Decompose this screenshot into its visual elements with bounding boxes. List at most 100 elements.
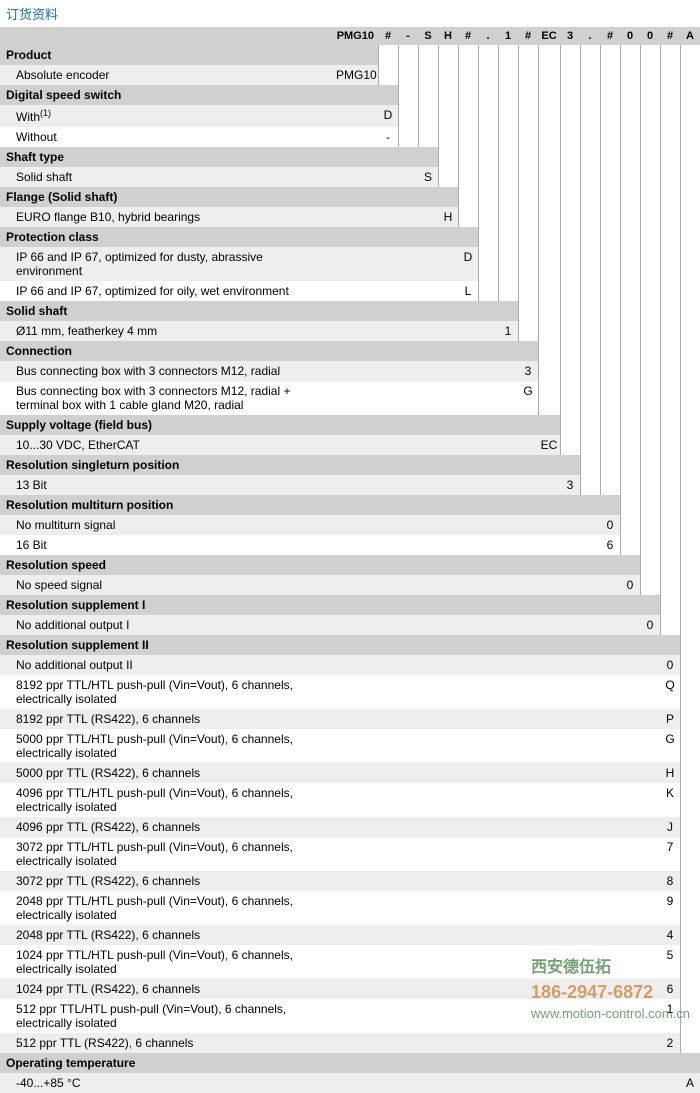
spacer-cell [458,837,478,871]
option-code: 0 [640,615,660,635]
spacer-cell [498,1073,518,1093]
spacer-cell [478,979,498,999]
spacer-cell [458,361,478,381]
spacer-cell [498,381,518,415]
option-desc: Without [0,127,336,147]
option-code: 0 [620,575,640,595]
spacer-cell [418,945,438,979]
spacer-cell [620,925,640,945]
spacer-cell [580,1073,600,1093]
spacer-cell [378,783,398,817]
spacer-cell [398,675,418,709]
spacer-cell [600,925,620,945]
spacer-cell [336,1033,378,1053]
spacer-cell [458,1033,478,1053]
spacer-cell [498,837,518,871]
spacer-cell [640,945,660,979]
spacer-cell [680,1033,700,1053]
spacer-cell [538,535,560,555]
spacer-cell [498,615,518,635]
spacer-cell [620,475,640,495]
spacer-cell [580,381,600,415]
spacer-cell [560,763,580,783]
spacer-cell [336,167,378,187]
spacer-cell [478,361,498,381]
spacer-cell [498,763,518,783]
spacer-cell [378,675,398,709]
spacer-cell [336,127,378,147]
spacer-cell [640,729,660,763]
page-title: 订货资料 [0,0,700,27]
spacer-cell [620,837,640,871]
spacer-cell [680,817,700,837]
spacer-cell [378,435,398,455]
spacer-cell [336,615,378,635]
spacer-cell [560,167,580,187]
spacer-cell [458,1073,478,1093]
header-row: PMG10#-SH#.1#EC3.#00#A [0,27,700,45]
spacer-cell [398,655,418,675]
spacer-cell [600,763,620,783]
spacer-cell [538,515,560,535]
spacer-cell [640,763,660,783]
spacer-cell [498,475,518,495]
spacer-cell [680,783,700,817]
spacer-cell [398,535,418,555]
spacer-cell [378,837,398,871]
spacer-cell [378,535,398,555]
option-code: 2 [660,1033,680,1053]
spacer-cell [640,925,660,945]
spacer-cell [458,515,478,535]
spacer-cell [478,837,498,871]
spacer-cell [620,381,640,415]
spacer-cell [660,105,680,127]
spacer-cell [478,871,498,891]
spacer-cell [478,783,498,817]
spacer-cell [498,709,518,729]
spacer-cell [660,281,680,301]
section-title: Solid shaft [0,301,336,321]
spacer-cell [478,435,498,455]
spacer-cell [620,1073,640,1093]
spacer-cell [498,575,518,595]
spacer-cell [418,891,438,925]
spacer-cell [418,763,438,783]
spacer-cell [398,1073,418,1093]
spacer-cell [680,361,700,381]
spacer-cell [680,105,700,127]
spacer-cell [580,207,600,227]
spacer-cell [458,891,478,925]
spacer-cell [438,281,458,301]
spacer-cell [336,979,378,999]
spacer-cell [498,515,518,535]
option-desc: 8192 ppr TTL (RS422), 6 channels [0,709,336,729]
spacer-cell [680,729,700,763]
spacer-cell [478,127,498,147]
spacer-cell [438,321,458,341]
spacer-cell [378,207,398,227]
spacer-cell [398,709,418,729]
spacer-cell [560,361,580,381]
spacer-cell [580,361,600,381]
spacer-cell [680,207,700,227]
option-desc: 4096 ppr TTL (RS422), 6 channels [0,817,336,837]
spacer-cell [498,925,518,945]
header-code-5: # [458,27,478,45]
spacer-cell [600,783,620,817]
spacer-cell [378,475,398,495]
spacer-cell [538,615,560,635]
option-code: 3 [560,475,580,495]
spacer-cell [640,655,660,675]
spacer-cell [580,763,600,783]
spacer-cell [620,535,640,555]
spacer-cell [336,871,378,891]
spacer-cell [478,709,498,729]
spacer-cell [398,925,418,945]
header-code-10: 3 [560,27,580,45]
spacer-cell [418,1073,438,1093]
spacer-cell [560,729,580,763]
spacer-cell [478,1073,498,1093]
spacer-cell [498,167,518,187]
spacer-cell [600,105,620,127]
spacer-cell [600,1033,620,1053]
